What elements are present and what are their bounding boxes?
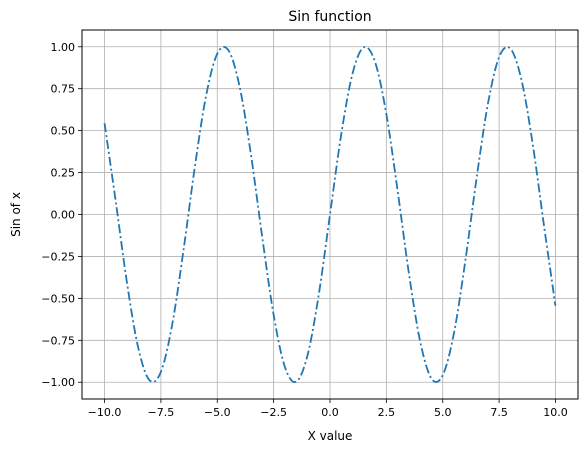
x-tick-label: 2.5: [378, 406, 396, 419]
x-tick-label: −2.5: [260, 406, 287, 419]
y-tick-label: 0.50: [51, 125, 76, 138]
y-tick-label: 0.25: [51, 167, 76, 180]
x-tick-label: 5.0: [434, 406, 452, 419]
grid: [82, 30, 578, 399]
y-tick-label: 0.75: [51, 83, 76, 96]
line-layer: [103, 46, 557, 383]
x-axis-label: X value: [308, 429, 353, 443]
x-tick-label: −5.0: [204, 406, 231, 419]
y-tick-label: 0.00: [51, 209, 76, 222]
x-tick-label: −10.0: [88, 406, 122, 419]
y-axis-ticks: −1.00 −0.75 −0.50 −0.25 0.00 0.25 0.50 0.75 1.00: [41, 41, 82, 389]
x-tick-label: 10.0: [543, 406, 568, 419]
x-tick-label: 7.5: [490, 406, 508, 419]
y-tick-label: 1.00: [51, 41, 76, 54]
y-tick-label: −1.00: [41, 376, 75, 389]
y-tick-label: −0.25: [41, 250, 75, 263]
x-tick-label: −7.5: [148, 406, 175, 419]
x-axis-ticks: −10.0 −7.5 −5.0 −2.5 0.0 2.5 5.0 7.5 10.0: [88, 399, 568, 419]
y-tick-label: −0.50: [41, 292, 75, 305]
chart-title: Sin function: [288, 9, 371, 25]
x-tick-label: 0.0: [321, 406, 339, 419]
y-tick-label: −0.75: [41, 334, 75, 347]
y-axis-label: Sin of x: [9, 192, 23, 237]
sin-series-line: [103, 46, 557, 383]
